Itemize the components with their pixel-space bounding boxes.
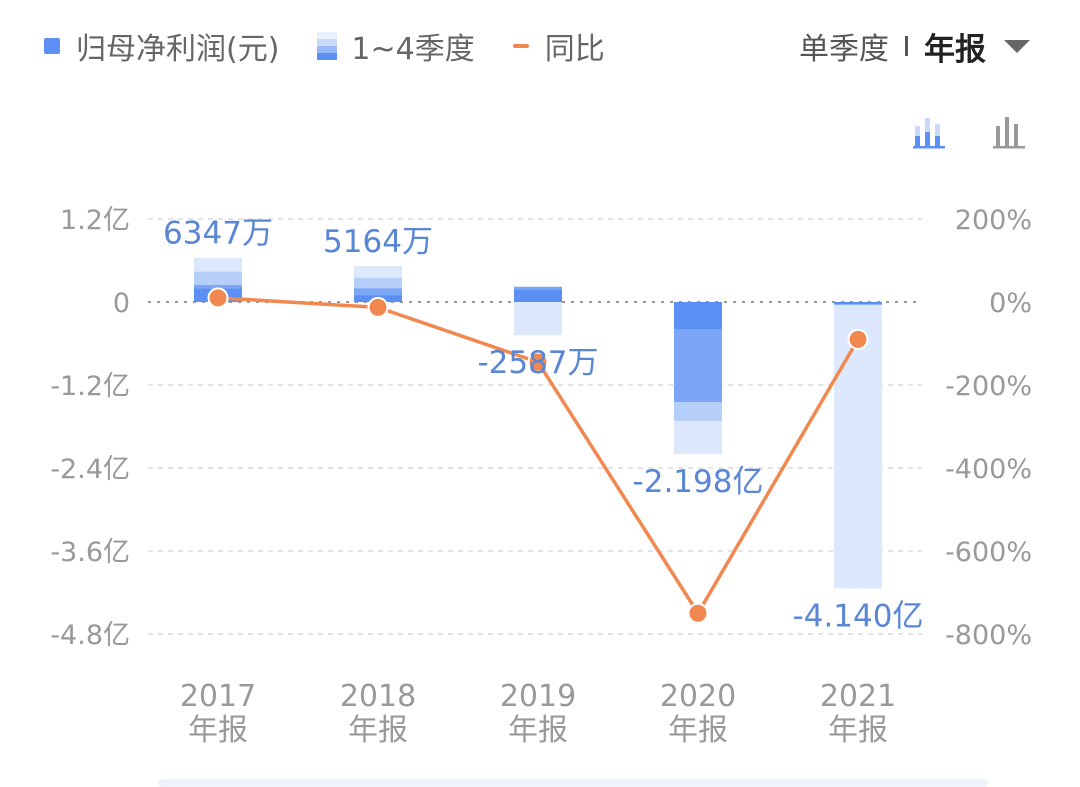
legend-label-net-profit: 归母净利润(元) — [76, 32, 280, 67]
bar-segment-q4 — [354, 266, 402, 278]
yoy-point — [367, 296, 389, 318]
x-tick-year: 2020 — [660, 679, 736, 714]
bar-segment-q3 — [354, 277, 402, 289]
y-tick-left: -2.4亿 — [50, 454, 130, 485]
y-tick-left: -3.6亿 — [50, 537, 130, 568]
bar-segment-q1 — [674, 302, 722, 330]
tab-annual[interactable]: 年报 — [924, 31, 986, 68]
x-tick-year: 2021 — [820, 679, 896, 714]
x-tick-period: 年报 — [668, 713, 728, 748]
legend-swatch-net-profit — [44, 38, 60, 54]
yoy-point — [207, 287, 229, 309]
y-tick-left: -4.8亿 — [50, 620, 130, 651]
caret-down-icon[interactable] — [1004, 39, 1030, 53]
yoy-point — [527, 351, 549, 373]
bar-data-label: 5164万 — [323, 224, 433, 260]
bar-segment-q4 — [194, 257, 242, 272]
bar-data-label: -2.198亿 — [633, 464, 764, 500]
y-tick-right: 200% — [955, 205, 1032, 236]
y-tick-left: 0 — [113, 288, 130, 319]
period-toggle: 单季度 年报 — [799, 22, 1030, 70]
y-tick-right: -800% — [945, 620, 1032, 651]
x-tick-year: 2017 — [180, 679, 256, 714]
legend-item-net-profit[interactable]: 归母净利润(元) — [44, 24, 279, 68]
toggle-divider — [905, 36, 908, 56]
scroll-indicator — [158, 779, 988, 787]
bar-data-label: -4.140亿 — [793, 598, 924, 634]
y-tick-right: -600% — [945, 537, 1032, 568]
x-tick-period: 年报 — [828, 713, 888, 748]
bar-data-label: 6347万 — [163, 216, 273, 252]
bar-segment-q2 — [194, 284, 242, 289]
y-tick-right: 0% — [989, 288, 1032, 319]
bar-segment-q1 — [834, 302, 882, 305]
bar-segment-q3 — [194, 271, 242, 285]
y-tick-right: -200% — [945, 371, 1032, 402]
yoy-point — [847, 328, 869, 350]
y-tick-left: -1.2亿 — [50, 371, 130, 402]
x-tick-year: 2018 — [340, 679, 416, 714]
bar-segment-q2 — [674, 329, 722, 403]
bar-segment-q4 — [674, 420, 722, 455]
stacked-quarters-icon — [317, 32, 338, 60]
legend-swatch-yoy — [512, 44, 529, 48]
x-tick-period: 年报 — [508, 713, 568, 748]
tab-quarterly[interactable]: 单季度 — [799, 32, 889, 67]
bar-data-label: -2587万 — [477, 345, 598, 381]
x-tick-period: 年报 — [348, 713, 408, 748]
x-tick-year: 2019 — [500, 679, 576, 714]
bar-chart-icon[interactable] — [992, 114, 1028, 150]
bar-segment-q1 — [514, 289, 562, 302]
bar-segment-q2 — [514, 286, 562, 290]
yoy-point — [687, 602, 709, 624]
legend-label-yoy: 同比 — [544, 32, 605, 67]
chart-legend: 归母净利润(元) 1~4季度 同比 — [44, 22, 643, 70]
x-tick-period: 年报 — [188, 713, 248, 748]
bar-segment-q3 — [674, 402, 722, 421]
bar-segment-q4 — [834, 304, 882, 589]
legend-item-quarters[interactable]: 1~4季度 — [317, 24, 475, 68]
bar-segment-q4 — [514, 302, 562, 336]
stacked-bar-chart-icon[interactable] — [912, 114, 948, 150]
bar-segment-q2 — [354, 288, 402, 296]
legend-item-yoy[interactable]: 同比 — [512, 24, 605, 68]
legend-label-quarters: 1~4季度 — [351, 32, 475, 67]
y-tick-right: -400% — [945, 454, 1032, 485]
y-tick-left: 1.2亿 — [60, 205, 130, 236]
